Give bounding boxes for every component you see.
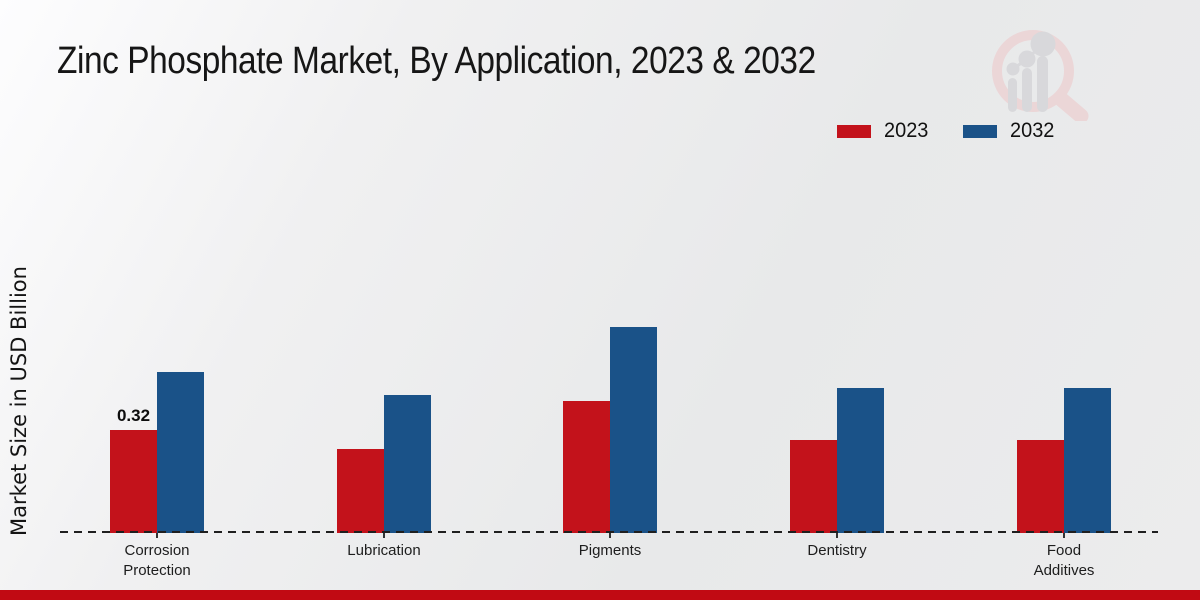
- bar-2032-dentistry: [837, 388, 884, 533]
- bar-2023-pigments: [563, 401, 610, 533]
- legend-label-2032: 2032: [1009, 119, 1055, 142]
- bar-group-corrosion-protection: Corrosion Protection: [62, 0, 252, 579]
- legend-swatch-2032: [962, 124, 997, 138]
- bar-group-lubrication: Lubrication: [289, 0, 479, 559]
- legend-swatch-2023: [837, 124, 871, 138]
- x-axis-baseline: [60, 531, 1158, 534]
- category-label-lubrication: Lubrication: [347, 542, 421, 559]
- magnifier-bar-chart-logo-icon: [992, 30, 1089, 121]
- bar-2032-corrosion-protection: [157, 372, 204, 533]
- x-axis-tick-corrosion-protection: [156, 533, 158, 538]
- bar-group-food-additives: Food Additives: [969, 0, 1159, 579]
- bar-2023-dentistry: [790, 440, 837, 533]
- bar-2032-lubrication: [384, 395, 431, 533]
- value-label-2023-corrosion-protection: 0.32: [116, 406, 151, 425]
- legend-label-2023: 2023: [884, 119, 929, 142]
- chart-title: Zinc Phosphate Market, By Application, 2…: [57, 40, 816, 82]
- category-label-corrosion-protection: Corrosion Protection: [123, 542, 191, 579]
- x-axis-tick-food-additives: [1063, 533, 1065, 538]
- legend-item-2023: 2023: [837, 119, 931, 143]
- category-label-food-additives: Food Additives: [1033, 542, 1095, 579]
- bar-2032-food-additives: [1064, 388, 1111, 533]
- bar-2032-pigments: [610, 327, 657, 533]
- bar-group-dentistry: Dentistry: [742, 0, 932, 559]
- bar-group-pigments: Pigments: [515, 0, 705, 559]
- bar-2023-food-additives: [1017, 440, 1064, 533]
- legend-item-2032: 2032: [962, 119, 1057, 143]
- legend: 2023 2032: [837, 119, 1056, 143]
- plot-area: Corrosion Protection Lubrication Pigments De…: [60, 0, 1159, 579]
- x-axis-tick-pigments: [609, 533, 611, 538]
- bar-2023-lubrication: [337, 449, 384, 533]
- y-axis-title: Market Size in USD Billion: [7, 266, 31, 536]
- x-axis-tick-dentistry: [836, 533, 838, 538]
- category-label-pigments: Pigments: [578, 542, 642, 559]
- footer-accent-bar: [0, 590, 1200, 600]
- x-axis-tick-lubrication: [383, 533, 385, 538]
- bar-2023-corrosion-protection: [110, 430, 157, 533]
- category-label-dentistry: Dentistry: [807, 542, 867, 559]
